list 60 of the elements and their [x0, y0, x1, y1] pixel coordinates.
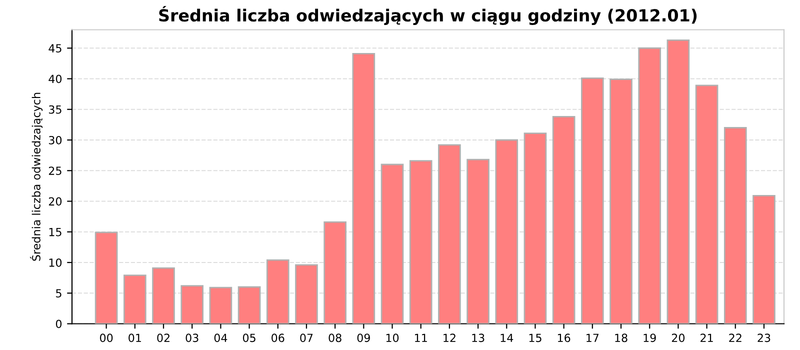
x-tick-label: 03 — [186, 334, 198, 342]
x-tick-label: 12 — [444, 334, 456, 342]
x-tick-label: 21 — [700, 334, 713, 342]
x-tick-label: 09 — [357, 334, 370, 342]
bar — [638, 47, 662, 324]
bar — [524, 132, 547, 324]
bar — [495, 139, 518, 324]
bar — [581, 77, 604, 324]
x-tick-label: 04 — [214, 334, 228, 342]
bar — [466, 158, 490, 324]
bar — [352, 52, 376, 324]
x-tick-label: 23 — [758, 334, 770, 342]
bar — [552, 116, 576, 324]
bar — [152, 267, 175, 324]
bar — [123, 274, 146, 324]
bar — [695, 84, 718, 324]
x-tick-label: 08 — [328, 334, 342, 342]
bar — [295, 264, 318, 324]
bar — [94, 232, 118, 324]
x-tick-label: 10 — [386, 334, 399, 342]
bar — [180, 285, 204, 324]
x-tick-label: 11 — [415, 334, 427, 342]
bar — [752, 195, 776, 324]
x-tick-label: 06 — [272, 334, 284, 342]
y-tick-label: 35 — [48, 105, 62, 114]
y-tick-label: 20 — [48, 197, 62, 206]
x-tick-label: 16 — [558, 334, 570, 342]
y-tick-label: 30 — [48, 136, 62, 144]
y-tick-label: 5 — [56, 289, 62, 298]
bar — [610, 78, 632, 324]
y-tick-label: 0 — [56, 320, 62, 328]
x-tick-label: 19 — [644, 334, 656, 342]
y-tick-label: 25 — [48, 166, 62, 176]
bar — [380, 164, 404, 324]
y-axis-title: Średnia liczba odwiedzających — [30, 92, 43, 261]
x-tick-label: 15 — [529, 334, 542, 342]
bar — [438, 144, 461, 324]
bar — [666, 39, 690, 324]
x-tick-label: 17 — [586, 334, 599, 342]
bar — [266, 259, 290, 324]
chart-title: Średnia liczba odwiedzających w ciągu godziny (2012.01) — [159, 6, 697, 26]
bar — [238, 286, 261, 324]
x-tick-label: 02 — [157, 334, 170, 342]
y-tick-label: 15 — [49, 228, 62, 236]
bar — [724, 127, 747, 324]
x-tick-label: 00 — [100, 334, 113, 342]
x-tick-label: 07 — [300, 334, 313, 342]
bar — [209, 286, 232, 324]
x-tick-label: 01 — [128, 334, 141, 342]
bar — [409, 160, 432, 324]
y-tick-label: 10 — [49, 258, 62, 267]
x-tick-label: 05 — [242, 334, 256, 342]
x-tick-label: 20 — [672, 334, 685, 342]
x-tick-label: 14 — [500, 334, 514, 342]
y-tick-label: 40 — [48, 74, 62, 84]
y-tick-label: 45 — [48, 44, 62, 53]
x-tick-label: 22 — [729, 334, 742, 342]
x-tick-label: 18 — [615, 334, 628, 342]
bar — [324, 221, 346, 324]
x-tick-label: 13 — [472, 334, 484, 342]
